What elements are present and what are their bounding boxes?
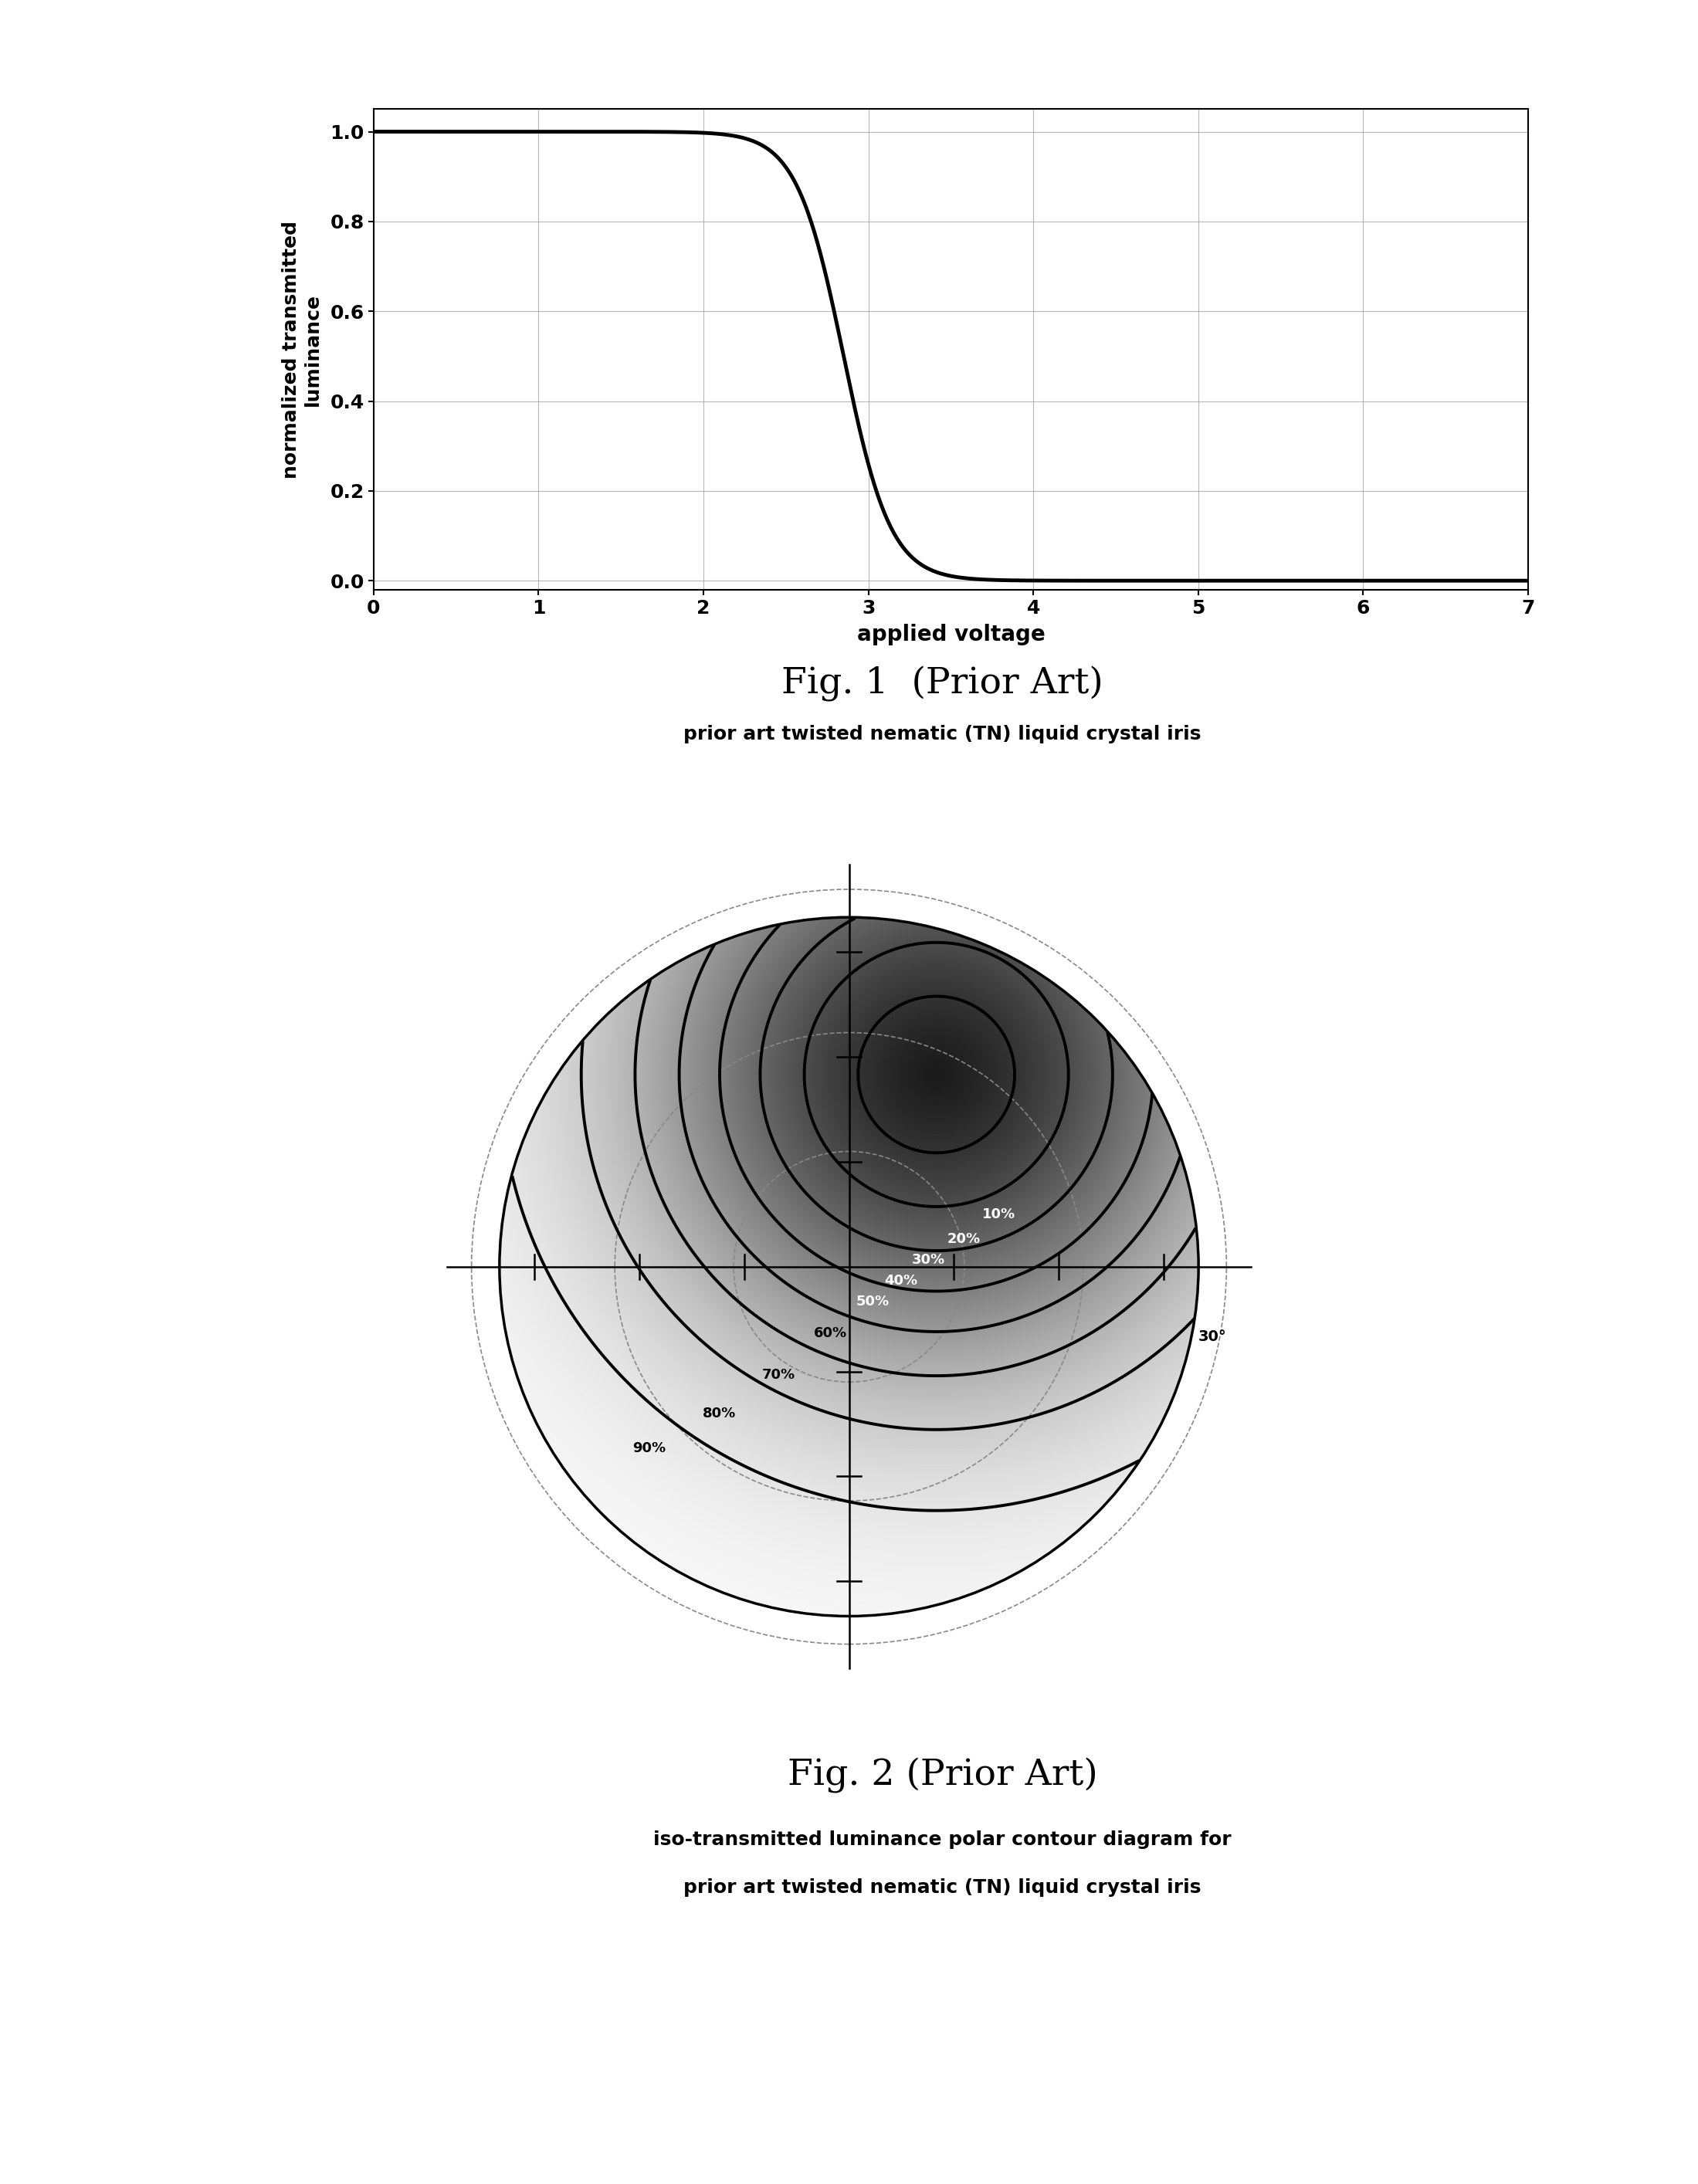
Text: 20%: 20% [947, 1232, 980, 1245]
Text: 60%: 60% [813, 1326, 847, 1341]
X-axis label: applied voltage: applied voltage [857, 625, 1044, 644]
Text: 80%: 80% [703, 1406, 735, 1420]
Text: Fig. 1  (Prior Art): Fig. 1 (Prior Art) [781, 666, 1104, 701]
Text: 70%: 70% [762, 1367, 795, 1382]
Text: prior art twisted nematic (TN) liquid crystal iris: prior art twisted nematic (TN) liquid cr… [684, 1878, 1200, 1896]
Text: 30%: 30% [912, 1254, 946, 1267]
Text: iso-transmitted luminance polar contour diagram for: iso-transmitted luminance polar contour … [654, 1830, 1231, 1848]
Text: 30°: 30° [1199, 1330, 1228, 1343]
Y-axis label: normalized transmitted
luminance: normalized transmitted luminance [282, 221, 321, 478]
Text: 10%: 10% [981, 1208, 1015, 1221]
Text: 50%: 50% [856, 1295, 890, 1308]
Text: 90%: 90% [632, 1441, 666, 1455]
Text: prior art twisted nematic (TN) liquid crystal iris: prior art twisted nematic (TN) liquid cr… [684, 725, 1200, 743]
Text: Fig. 2 (Prior Art): Fig. 2 (Prior Art) [788, 1758, 1097, 1793]
Text: 40%: 40% [885, 1273, 917, 1289]
